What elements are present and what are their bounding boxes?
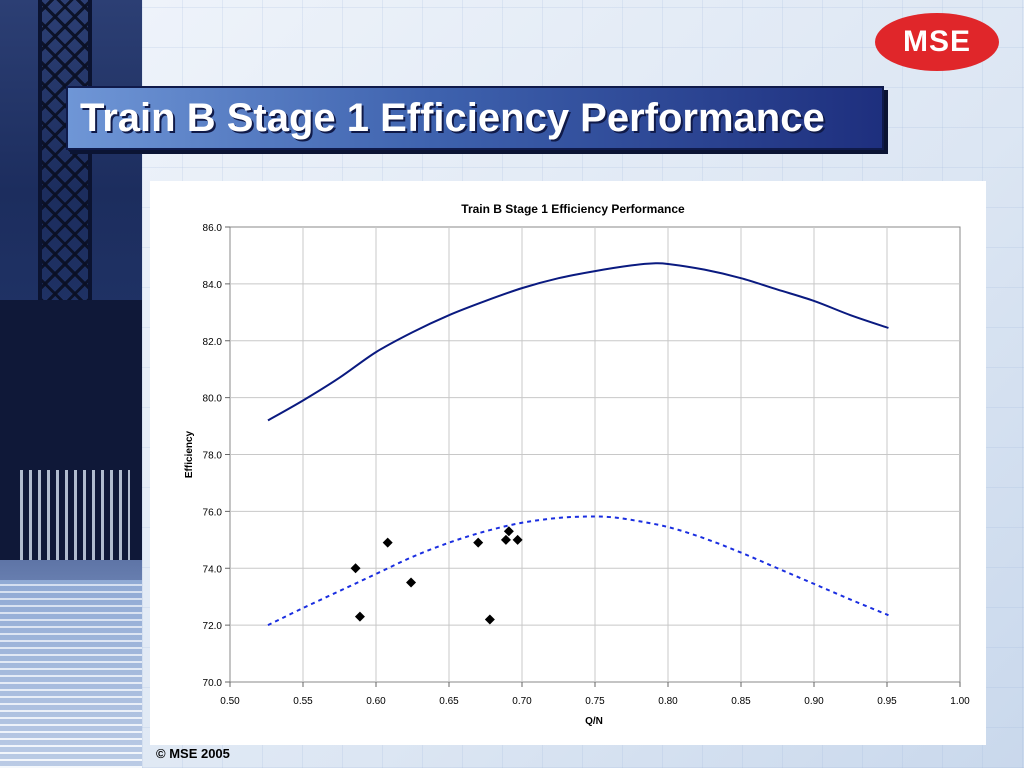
x-tick-label: 0.90 [804, 696, 824, 707]
y-tick-label: 72.0 [203, 621, 223, 632]
y-tick-label: 80.0 [203, 394, 223, 405]
data-point-marker [406, 577, 417, 588]
data-point-marker [473, 537, 484, 548]
x-tick-label: 0.85 [731, 696, 751, 707]
slide-title-banner: Train B Stage 1 Efficiency Performance [66, 86, 884, 150]
y-axis-label: Efficiency [184, 430, 195, 478]
rig-railing [20, 470, 130, 560]
slide-title: Train B Stage 1 Efficiency Performance [80, 95, 825, 140]
y-tick-label: 78.0 [203, 451, 223, 462]
solid-efficiency-curve [267, 262, 889, 422]
x-tick-label: 0.60 [366, 696, 386, 707]
mse-logo: MSE [875, 13, 999, 71]
data-point-marker [500, 534, 511, 545]
data-point-marker [350, 563, 361, 574]
x-tick-label: 0.50 [220, 696, 240, 707]
x-tick-label: 0.80 [658, 696, 678, 707]
data-point-marker [354, 611, 365, 622]
data-point-marker [512, 534, 523, 545]
data-point-marker [382, 537, 393, 548]
x-tick-label: 0.75 [585, 696, 605, 707]
y-tick-label: 82.0 [203, 337, 223, 348]
x-axis-label: Q/N [585, 716, 603, 727]
y-tick-label: 86.0 [203, 223, 223, 234]
data-point-marker [503, 526, 514, 537]
x-tick-label: 0.95 [877, 696, 897, 707]
efficiency-chart: 0.50 0.55 0.60 0.65 0.70 0.75 0.80 0.85 0.90 0.95… [184, 202, 970, 727]
copyright-footer: © MSE 2005 [156, 746, 230, 761]
x-tick-label: 0.65 [439, 696, 459, 707]
x-tick-label: 0.70 [512, 696, 532, 707]
chart-title: Train B Stage 1 Efficiency Performance [461, 202, 685, 216]
sea-water [0, 580, 142, 768]
y-tick-label: 74.0 [203, 564, 223, 575]
dashed-efficiency-curve [267, 515, 889, 627]
x-tick-label: 1.00 [950, 696, 970, 707]
y-tick-label: 84.0 [203, 280, 223, 291]
y-tick-label: 76.0 [203, 507, 223, 518]
logo-text: MSE [902, 25, 971, 58]
data-point-marker [484, 614, 495, 625]
chart-panel: 0.50 0.55 0.60 0.65 0.70 0.75 0.80 0.85 0.90 0.95… [150, 181, 986, 745]
x-tick-label: 0.55 [293, 696, 313, 707]
y-tick-label: 70.0 [203, 678, 223, 689]
